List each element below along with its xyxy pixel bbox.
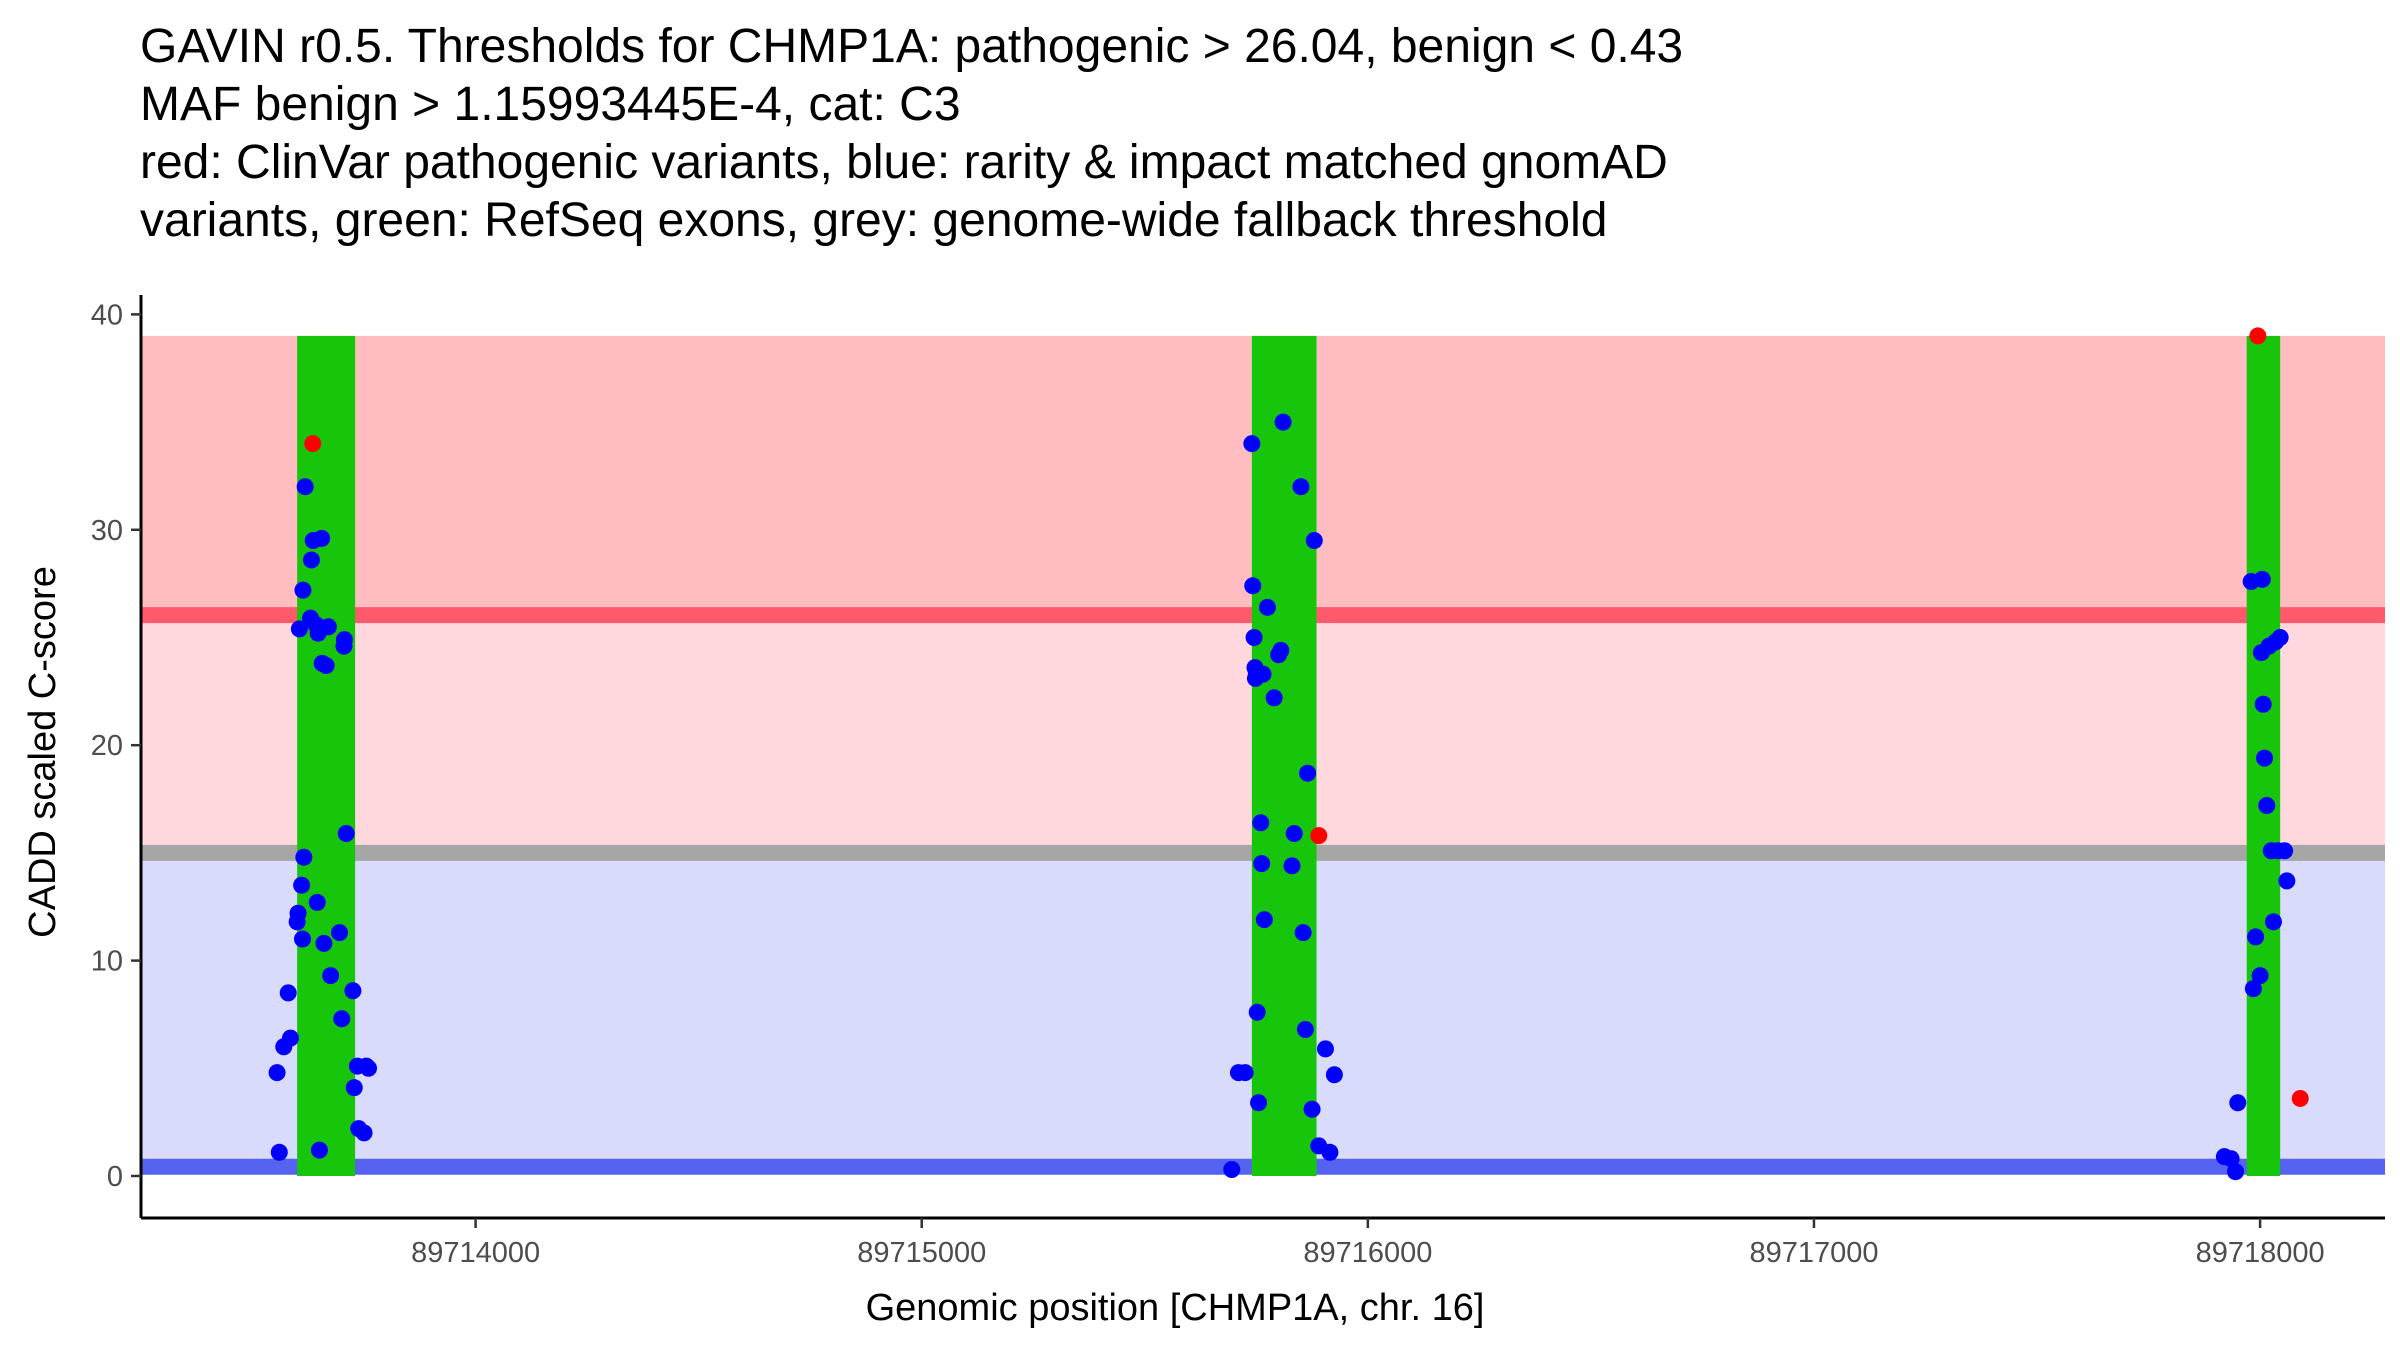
gnomad-point [290, 620, 308, 638]
gnomad-point [1250, 1094, 1268, 1112]
x-tick-label: 89717000 [1749, 1237, 1878, 1269]
gnomad-point [333, 1010, 351, 1028]
gnomad-point [1245, 628, 1263, 646]
gnomad-point [296, 478, 314, 496]
x-tick-label: 89716000 [1303, 1237, 1432, 1269]
clinvar-points [304, 327, 2309, 1107]
gnomad-point [1248, 1003, 1266, 1021]
gnomad-point [2244, 980, 2262, 998]
gnomad-point [313, 529, 331, 547]
gnomad-point [2227, 1163, 2245, 1181]
gnomad-point [2271, 628, 2289, 646]
gnomad-point [2253, 570, 2271, 588]
gnomad-point [1316, 1040, 1334, 1058]
gnomad-point [281, 1029, 299, 1047]
x-axis-label: Genomic position [CHMP1A, chr. 16] [866, 1287, 1485, 1329]
gnomad-point [1252, 814, 1270, 832]
gnomad-point [1299, 764, 1317, 782]
y-tick-label: 40 [91, 299, 123, 331]
gnomad-point [1223, 1161, 1241, 1179]
gnomad-point [2229, 1094, 2247, 1112]
clinvar-point [304, 435, 322, 453]
gnomad-point [322, 967, 340, 985]
gnomad-point [310, 1141, 328, 1159]
gnomad-point [315, 934, 333, 952]
gnomad-point [335, 631, 353, 649]
gnomad-point [2256, 749, 2274, 767]
gnomad-point [295, 848, 313, 866]
gnomad-point [344, 982, 362, 1000]
gnomad-points [268, 413, 2296, 1181]
x-tick-label: 89715000 [857, 1237, 986, 1269]
gnomad-point [317, 656, 335, 674]
gnomad-point [337, 825, 355, 843]
gnomad-point [1294, 924, 1312, 942]
gnomad-point [1244, 577, 1262, 595]
gnomad-point [1283, 857, 1301, 875]
gnomad-point [268, 1064, 286, 1082]
x-tick-label: 89714000 [411, 1237, 540, 1269]
gnomad-point [1296, 1021, 1314, 1039]
gnomad-point [293, 930, 311, 948]
gnomad-point [1236, 1064, 1254, 1082]
gnomad-point [319, 618, 337, 636]
gnomad-point [1254, 665, 1272, 683]
gnomad-point [289, 904, 307, 922]
gnomad-point [1274, 413, 1292, 431]
gnomad-point [1285, 825, 1303, 843]
x-tick-label: 89718000 [2196, 1237, 2325, 1269]
gnomad-point [355, 1124, 373, 1142]
title-line-4: variants, green: RefSeq exons, grey: gen… [140, 194, 1608, 247]
y-tick-label: 30 [91, 515, 123, 547]
gnomad-point [1292, 478, 1310, 496]
gnomad-point [331, 924, 349, 942]
gnomad-point [279, 984, 297, 1002]
gnomad-point [1243, 435, 1261, 453]
y-tick-label: 10 [91, 946, 123, 978]
title-line-1: GAVIN r0.5. Thresholds for CHMP1A: patho… [140, 20, 1684, 73]
gnomad-point [2258, 797, 2276, 815]
gnomad-point [308, 893, 326, 911]
gnomad-point [1258, 598, 1276, 616]
ticks: 0 10 20 30 40 89714000 89715000 89716000 8971700… [91, 299, 2325, 1269]
exon-bar-1 [297, 335, 356, 1176]
gnomad-point [1265, 689, 1283, 707]
gnomad-point [1272, 641, 1290, 659]
y-axis-label: CADD scaled C-score [22, 566, 64, 938]
gnomad-point [2247, 928, 2265, 946]
gnomad-point [294, 581, 312, 599]
gnomad-point [2251, 967, 2269, 985]
gnomad-point [1305, 532, 1323, 550]
gnomad-point [2254, 695, 2272, 713]
gnomad-point [1325, 1066, 1343, 1084]
gnomad-point [360, 1059, 378, 1077]
clinvar-point [2291, 1089, 2309, 1107]
exon-bar-2 [1251, 335, 1317, 1176]
gnomad-point [270, 1143, 288, 1161]
gnomad-point [1255, 911, 1273, 929]
y-tick-label: 20 [91, 730, 123, 762]
gnomad-point [1321, 1143, 1339, 1161]
y-tick-label: 0 [107, 1161, 123, 1193]
gnomad-point [2276, 842, 2294, 860]
gnomad-point [1253, 855, 1271, 873]
chart-title: GAVIN r0.5. Thresholds for CHMP1A: patho… [140, 18, 1683, 250]
gnomad-point [1303, 1100, 1321, 1118]
clinvar-point [1310, 827, 1328, 845]
gnomad-point [2278, 872, 2296, 890]
gnomad-point [293, 876, 311, 894]
gnomad-point [2222, 1150, 2240, 1168]
gnomad-point [302, 551, 320, 569]
clinvar-point [2249, 327, 2267, 345]
exon-bars [297, 335, 2281, 1176]
title-line-2: MAF benign > 1.15993445E-4, cat: C3 [140, 78, 961, 131]
gnomad-point [345, 1079, 363, 1097]
title-line-3: red: ClinVar pathogenic variants, blue: … [140, 136, 1668, 189]
gnomad-point [2264, 913, 2282, 931]
axes [139, 295, 2385, 1220]
